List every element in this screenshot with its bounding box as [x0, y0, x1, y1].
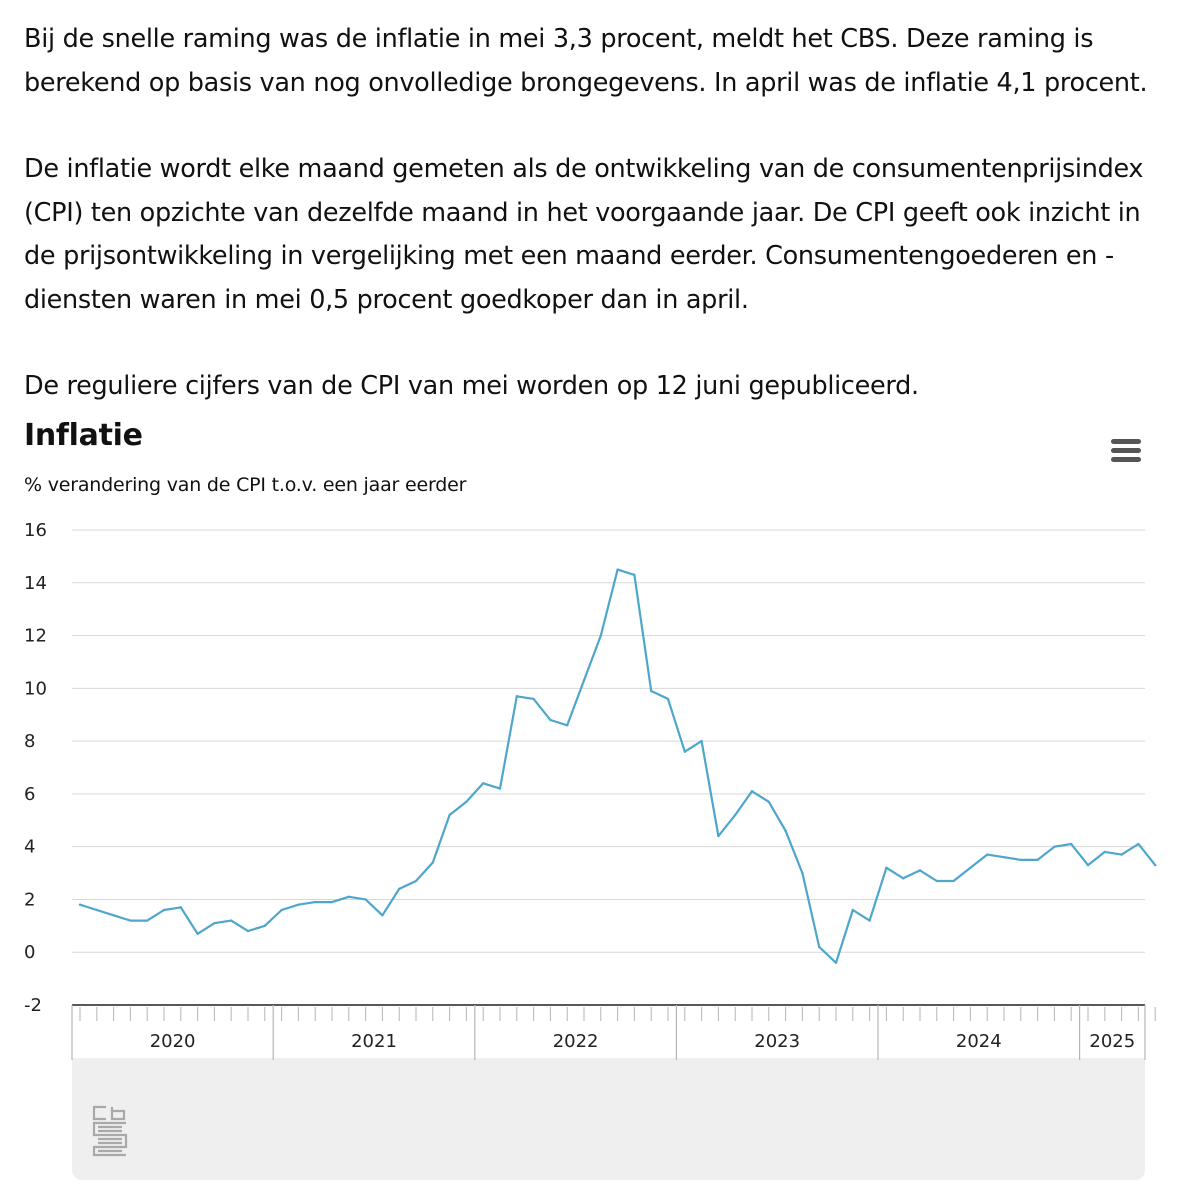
data-point	[146, 919, 149, 922]
chart-subtitle: % verandering van de CPI t.o.v. een jaar…	[24, 474, 467, 496]
data-point	[902, 877, 905, 880]
data-point	[700, 739, 703, 743]
hamburger-menu-icon	[1111, 438, 1141, 444]
paragraph-2: De inflatie wordt elke maand gemeten als…	[24, 154, 1144, 315]
x-year-label: 2023	[754, 1031, 800, 1052]
data-point	[717, 834, 720, 838]
series-line-inflatie	[79, 568, 1157, 964]
x-year-label: 2025	[1089, 1031, 1135, 1052]
data-point	[834, 961, 838, 964]
y-tick-label: 2	[24, 889, 35, 910]
data-point	[851, 908, 854, 912]
data-point	[162, 908, 166, 912]
data-point	[1036, 858, 1039, 862]
data-point	[431, 861, 434, 864]
data-point	[935, 879, 938, 883]
data-point	[498, 787, 502, 790]
hamburger-menu-icon-bar	[1111, 456, 1141, 462]
data-point	[952, 879, 955, 883]
data-point	[179, 906, 182, 909]
data-point	[616, 568, 619, 571]
hamburger-menu-icon-bar	[1111, 447, 1141, 453]
data-point	[297, 903, 300, 906]
y-gridlines	[72, 529, 1145, 1006]
y-tick-label: 16	[24, 520, 47, 541]
y-tick-label: 4	[24, 837, 35, 858]
data-point	[599, 634, 602, 637]
data-point	[112, 914, 115, 917]
chart-menu-button[interactable]	[1104, 432, 1148, 468]
data-point	[465, 800, 468, 804]
data-point	[1053, 845, 1056, 848]
y-tick-label: 0	[24, 942, 35, 963]
data-point	[801, 871, 804, 875]
data-point	[213, 921, 216, 925]
data-point	[414, 879, 418, 883]
chart-title: Inflatie	[24, 418, 143, 453]
data-point	[734, 813, 737, 817]
data-point	[230, 919, 233, 922]
data-point	[314, 900, 317, 904]
y-tick-label: -2	[24, 995, 42, 1016]
data-point	[784, 829, 787, 833]
data-point	[398, 887, 401, 891]
x-year-label: 2022	[553, 1031, 599, 1052]
data-point	[196, 932, 199, 935]
article-text: Bij de snelle raming was de inflatie in …	[24, 18, 1174, 452]
data-point	[818, 945, 821, 949]
data-point	[1103, 850, 1107, 854]
chart-navigator-panel[interactable]	[72, 1058, 1145, 1180]
x-year-label: 2020	[150, 1031, 196, 1052]
y-tick-label: 6	[24, 784, 35, 805]
y-tick-label: 12	[24, 626, 47, 647]
paragraph-1: Bij de snelle raming was de inflatie in …	[24, 24, 1148, 98]
data-point	[666, 697, 670, 701]
data-point	[95, 908, 99, 912]
data-point	[448, 813, 451, 817]
data-point	[364, 898, 367, 901]
data-point	[1137, 842, 1140, 846]
data-point	[263, 924, 266, 928]
data-point	[381, 914, 384, 917]
data-point	[633, 573, 636, 577]
data-point	[1154, 863, 1157, 867]
y-tick-label: 10	[24, 678, 47, 699]
data-point	[750, 790, 754, 793]
data-point	[683, 750, 686, 753]
data-point	[78, 903, 82, 906]
data-point	[280, 908, 283, 912]
data-point	[330, 900, 334, 904]
data-point	[868, 919, 871, 922]
data-point	[566, 724, 569, 727]
y-tick-label: 8	[24, 731, 35, 752]
data-point	[1002, 856, 1006, 859]
cbs-logo-icon	[92, 1105, 128, 1157]
data-point	[582, 679, 586, 682]
y-tick-label: 14	[24, 573, 47, 594]
data-point	[129, 919, 132, 922]
data-point	[532, 697, 535, 701]
data-point	[1019, 858, 1022, 862]
series-layer	[78, 568, 1157, 964]
data-point	[918, 869, 922, 872]
x-year-label: 2021	[351, 1031, 397, 1052]
data-point	[1120, 853, 1123, 856]
data-point	[767, 800, 770, 804]
x-axis: 2020 2021 2022 2023 2024 2025	[71, 1005, 1156, 1060]
data-point	[549, 718, 552, 722]
data-point	[246, 929, 250, 933]
data-point	[1070, 842, 1073, 846]
data-point	[650, 689, 653, 693]
y-axis-ticks: -2 0 2 4 6 8 10 12 14 16	[24, 520, 47, 1016]
data-point	[482, 782, 485, 785]
x-year-label: 2024	[956, 1031, 1002, 1052]
data-point	[347, 895, 350, 899]
data-point	[1086, 863, 1090, 867]
data-point	[515, 695, 518, 698]
paragraph-3: De reguliere cijfers van de CPI van mei …	[24, 371, 919, 401]
data-point	[885, 866, 888, 869]
data-point	[969, 866, 972, 869]
data-point	[986, 853, 989, 856]
